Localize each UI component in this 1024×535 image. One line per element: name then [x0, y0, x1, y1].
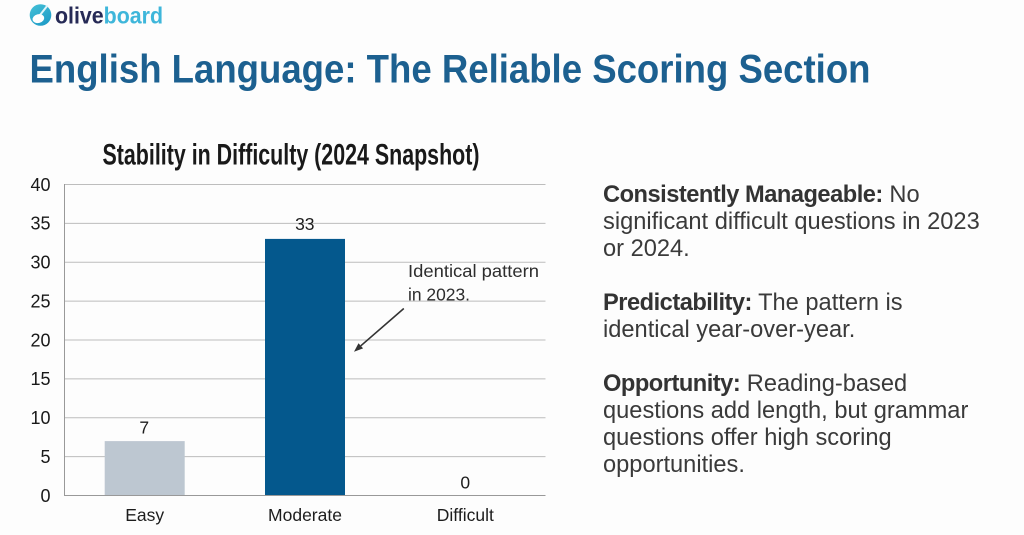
svg-text:Difficult: Difficult — [437, 505, 494, 525]
svg-text:English Language: The Reliable: English Language: The Reliable Scoring S… — [30, 48, 871, 92]
svg-text:0: 0 — [40, 486, 50, 506]
svg-text:40: 40 — [30, 175, 50, 195]
svg-text:30: 30 — [30, 253, 50, 273]
svg-text:10: 10 — [30, 408, 50, 428]
svg-text:Easy: Easy — [125, 505, 164, 525]
svg-text:Stability in Difficulty (2024: Stability in Difficulty (2024 Snapshot) — [103, 139, 480, 172]
svg-text:20: 20 — [30, 330, 50, 350]
svg-text:25: 25 — [30, 291, 50, 311]
svg-text:in 2023.: in 2023. — [408, 285, 470, 305]
svg-text:5: 5 — [40, 447, 50, 467]
svg-text:Identical pattern: Identical pattern — [408, 261, 539, 281]
svg-text:0: 0 — [460, 473, 470, 493]
svg-text:33: 33 — [295, 214, 314, 234]
svg-text:oliveboard: oliveboard — [55, 3, 163, 29]
svg-text:15: 15 — [30, 369, 50, 389]
svg-text:35: 35 — [30, 214, 50, 234]
svg-text:Moderate: Moderate — [268, 505, 342, 525]
svg-text:7: 7 — [139, 418, 149, 438]
